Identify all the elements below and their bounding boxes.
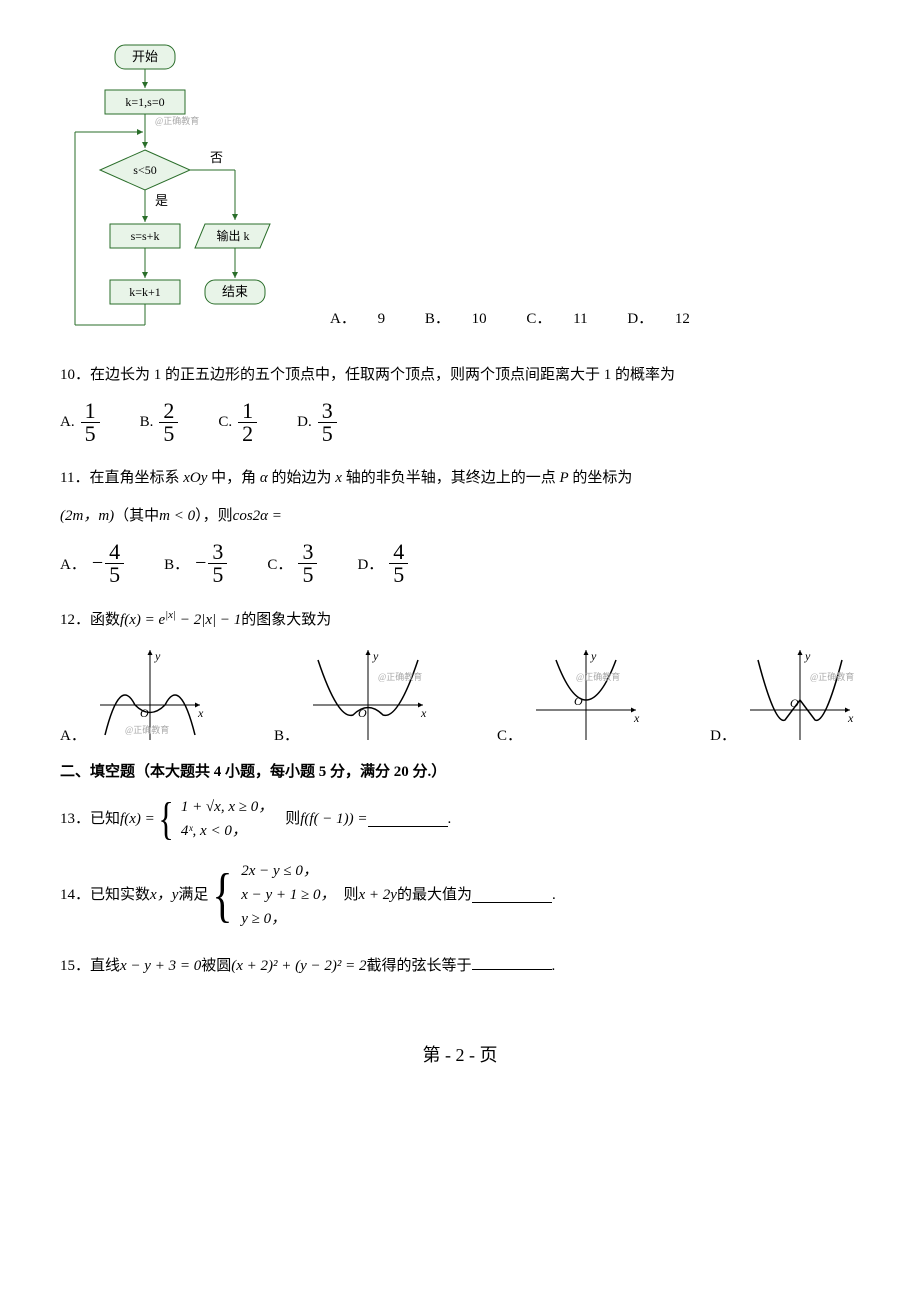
flow-step2: k=k+1: [129, 285, 161, 299]
q14-blank: [472, 887, 552, 903]
q15-blank: [472, 954, 552, 970]
svg-text:y: y: [590, 649, 597, 663]
flow-init: k=1,s=0: [125, 95, 164, 109]
flow-end: 结束: [222, 284, 248, 299]
flow-no: 否: [210, 150, 223, 165]
flow-step1: s=s+k: [131, 229, 160, 243]
svg-text:@正确教育: @正确教育: [576, 671, 620, 682]
flow-cond: s<50: [133, 163, 156, 177]
page-footer: 第 - 2 - 页: [60, 1041, 860, 1067]
q10-opt-a: A.15: [60, 400, 100, 445]
q10-options: A.15 B.25 C.12 D.35: [60, 400, 860, 445]
flow-start: 开始: [132, 49, 158, 64]
q12-graph-c: C． y x O @正确教育: [497, 645, 646, 745]
svg-text:x: x: [420, 706, 427, 720]
q12-graph-b: B． y x O @正确教育: [274, 645, 433, 745]
q11-opt-b: B．−35: [164, 541, 227, 586]
svg-text:y: y: [804, 649, 811, 663]
q12-text: 12．函数f(x) = e|x| − 2|x| − 1的图象大致为: [60, 604, 860, 635]
q10-opt-d: D.35: [297, 400, 337, 445]
svg-text:@正确教育: @正确教育: [378, 671, 422, 682]
q12-graphs: A． y x O @正确教育 B． y x O @正确教育 C．: [60, 645, 860, 745]
q11-text2: (2m，m)（其中m < 0），则cos2α =: [60, 501, 860, 531]
svg-text:y: y: [154, 649, 161, 663]
q14: 14．已知实数x，y满足 { 2x − y ≤ 0， x − y + 1 ≥ 0…: [60, 859, 860, 931]
q13-blank: [368, 811, 448, 827]
svg-text:O: O: [574, 694, 583, 708]
q9-flowchart-row: 开始 k=1,s=0 @正确教育 s<50 否 是 s=s+k 输出 k k=k…: [60, 40, 860, 340]
q9-opt-a: A． 9: [330, 311, 403, 327]
flowchart: 开始 k=1,s=0 @正确教育 s<50 否 是 s=s+k 输出 k k=k…: [60, 40, 290, 340]
q12-graph-d: D． y x O @正确教育: [710, 645, 860, 745]
svg-text:@正确教育: @正确教育: [810, 671, 854, 682]
svg-text:@正确教育: @正确教育: [125, 724, 169, 735]
q10-text: 10．在边长为 1 的正五边形的五个顶点中，任取两个顶点，则两个顶点间距离大于 …: [60, 360, 860, 390]
section2-head: 二、填空题（本大题共 4 小题，每小题 5 分，满分 20 分.）: [60, 757, 860, 787]
flow-watermark: @正确教育: [155, 115, 199, 126]
svg-text:x: x: [633, 711, 640, 725]
flow-yes: 是: [155, 193, 168, 208]
q15: 15．直线x − y + 3 = 0被圆(x + 2)² + (y − 2)² …: [60, 951, 860, 981]
q13: 13．已知f(x) = { 1 + √x, x ≥ 0， 4ˣ, x < 0， …: [60, 795, 860, 843]
svg-text:x: x: [197, 706, 204, 720]
q11-opt-c: C．35: [267, 541, 317, 586]
q10-opt-b: B.25: [140, 400, 179, 445]
q9-opt-b: B． 10: [425, 311, 505, 327]
svg-text:x: x: [847, 711, 854, 725]
q11-opt-a: A．−45: [60, 541, 124, 586]
q11-options: A．−45 B．−35 C．35 D．45: [60, 541, 860, 586]
svg-text:y: y: [372, 649, 379, 663]
q12-graph-a: A． y x O @正确教育: [60, 645, 210, 745]
q11-opt-d: D．45: [357, 541, 408, 586]
flow-output: 输出 k: [216, 228, 249, 243]
q9-options: A． 9 B． 10 C． 11 D． 12: [330, 307, 726, 328]
q11-text: 11．在直角坐标系 xOy 中，角 α 的始边为 x 轴的非负半轴，其终边上的一…: [60, 463, 860, 493]
q9-opt-c: C． 11: [526, 311, 605, 327]
q10-opt-c: C.12: [218, 400, 257, 445]
q9-opt-d: D． 12: [627, 311, 708, 327]
